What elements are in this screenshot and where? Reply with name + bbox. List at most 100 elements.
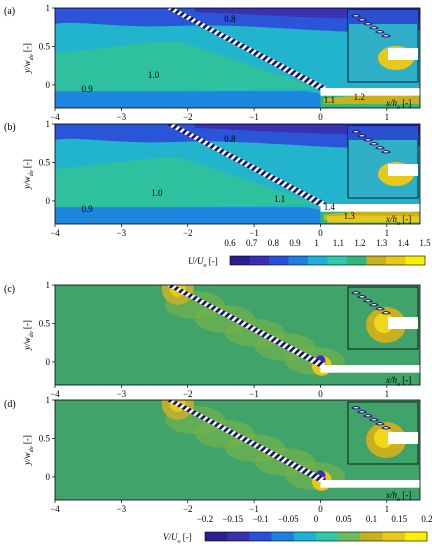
contour-band: [55, 91, 321, 108]
guide-vane: [375, 422, 385, 426]
guide-vane-array: [167, 8, 327, 91]
contour-level-label: 0.9: [82, 204, 94, 214]
guide-vane: [351, 130, 361, 134]
guide-vane: [351, 406, 361, 410]
plot-frame: [54, 284, 421, 386]
x-tick-label: 0: [318, 112, 323, 122]
guide-vane-array: [167, 124, 327, 207]
guide-vane: [363, 299, 373, 303]
colorbar-swatch: [360, 532, 383, 541]
y-axis-label: y/wdo [-]: [22, 435, 35, 466]
colorbar-swatch: [230, 256, 250, 265]
panel-b: −4 −3 −2 −1 0 100.51x/ho [-]y/wdo [-](b)0.81.…: [4, 119, 421, 238]
contour-level-label: 1.3: [344, 211, 356, 221]
guide-vane: [357, 18, 367, 22]
x-tick-label: −4: [50, 228, 60, 238]
panel-label: (a): [4, 6, 15, 17]
colorbar-tick-label: −0.15: [222, 514, 243, 524]
colorbar-tick-label: 1: [314, 238, 319, 248]
contour-level-label: 1.0: [148, 70, 160, 80]
y-tick-label: 1: [46, 3, 51, 13]
colorbar-frame: [229, 255, 426, 266]
colorbar-tick-label: 0.05: [336, 514, 352, 524]
y-tick-label: 0: [46, 80, 51, 90]
colorbar-swatch: [249, 532, 272, 541]
colorbar-tick-label: 0.2: [421, 514, 432, 524]
x-tick-label: −4: [50, 504, 60, 514]
colorbar-tick-label: 0.1: [366, 514, 377, 524]
y-tick-label: 0.5: [39, 157, 51, 167]
panel-a: −4 −3 −2 −1 0 100.51x/ho [-]y/wdo [-](a)0.81.…: [4, 3, 421, 122]
guide-vane: [381, 150, 391, 154]
guide-vane: [381, 426, 391, 430]
contour-band: [327, 215, 420, 223]
panel-label: (d): [4, 399, 16, 410]
colorbar-swatch: [386, 256, 406, 265]
colorbar-tick-label: 0.15: [391, 514, 407, 524]
guide-vane: [375, 146, 385, 150]
y-tick-label: 0.5: [39, 41, 51, 51]
y-axis-label: y/wdo [-]: [22, 43, 35, 74]
guide-vane: [375, 30, 385, 34]
colorbar-swatch: [205, 532, 228, 541]
colorbar-swatch: [327, 256, 348, 265]
inset-zoom: [347, 286, 419, 350]
colorbar-tick-label: −0.05: [278, 514, 299, 524]
end-wall: [320, 480, 420, 488]
colorbar-swatch: [308, 256, 328, 265]
guide-vane: [363, 22, 373, 26]
inset-zoom: [347, 401, 419, 465]
colorbar-swatch: [271, 532, 295, 541]
guide-vane: [369, 303, 379, 307]
colorbar-v: −0.2 −0.15 −0.1 −0.05 0 0.05 0.1 0.15 0.2 V/Uo [-…: [163, 514, 432, 545]
plot-frame: [54, 7, 421, 109]
colorbar-swatch: [382, 532, 406, 541]
x-tick-label: −3: [117, 504, 127, 514]
guide-vane-array: [167, 400, 327, 483]
x-axis-label: x/ho [-]: [385, 98, 411, 111]
panel-c: −4 −3 −2 −1 0 100.51x/ho [-]y/wdo [-](c): [4, 280, 421, 399]
x-tick-label: −2: [183, 389, 193, 399]
x-tick-label: −1: [249, 112, 259, 122]
colorbar-swatch: [405, 256, 426, 265]
x-axis-label: x/ho [-]: [385, 375, 411, 388]
colorbar-tick-label: 0.6: [224, 238, 236, 248]
colorbar-tick-label: 0: [314, 514, 319, 524]
end-wall: [320, 204, 420, 212]
colorbar-swatch: [366, 256, 387, 265]
x-tick-label: 1: [385, 504, 390, 514]
y-tick-label: 0.5: [39, 433, 51, 443]
x-tick-label: −2: [183, 112, 193, 122]
colorbar-swatch: [404, 532, 428, 541]
x-tick-label: −1: [249, 228, 259, 238]
colorbar-u: 0.6 0.7 0.8 0.9 1 1.1 1.2 1.3 1.4 1.5 U/Uo [-]: [188, 238, 431, 269]
x-tick-label: −3: [117, 389, 127, 399]
guide-vane: [381, 34, 391, 38]
x-tick-label: 0: [318, 504, 323, 514]
colorbar-swatch: [227, 532, 250, 541]
guide-vane: [357, 410, 367, 414]
inset-zoom: [347, 125, 419, 199]
colorbar-swatch: [338, 532, 361, 541]
x-tick-label: −3: [117, 112, 127, 122]
contour-band: [55, 41, 321, 93]
end-wall: [388, 48, 418, 60]
x-tick-label: 1: [385, 389, 390, 399]
colorbar-tick-label: 0.7: [246, 238, 258, 248]
guide-vane: [357, 134, 367, 138]
end-wall: [388, 432, 418, 444]
guide-vane: [369, 142, 379, 146]
colorbar-tick-label: −0.2: [197, 514, 213, 524]
colorbar-tick-label: −0.1: [252, 514, 268, 524]
x-tick-label: 0: [318, 389, 323, 399]
guide-vane: [369, 26, 379, 30]
colorbar-label: V/Uo [-]: [163, 532, 192, 545]
contour-level-label: 1.1: [324, 95, 335, 105]
x-tick-label: −1: [249, 389, 259, 399]
colorbar-tick-label: 1.5: [419, 238, 431, 248]
contour-level-label: 0.9: [82, 84, 94, 94]
x-tick-label: −4: [50, 112, 60, 122]
colorbar-swatch: [288, 256, 309, 265]
x-tick-label: −2: [183, 228, 193, 238]
contour-band: [55, 157, 321, 209]
